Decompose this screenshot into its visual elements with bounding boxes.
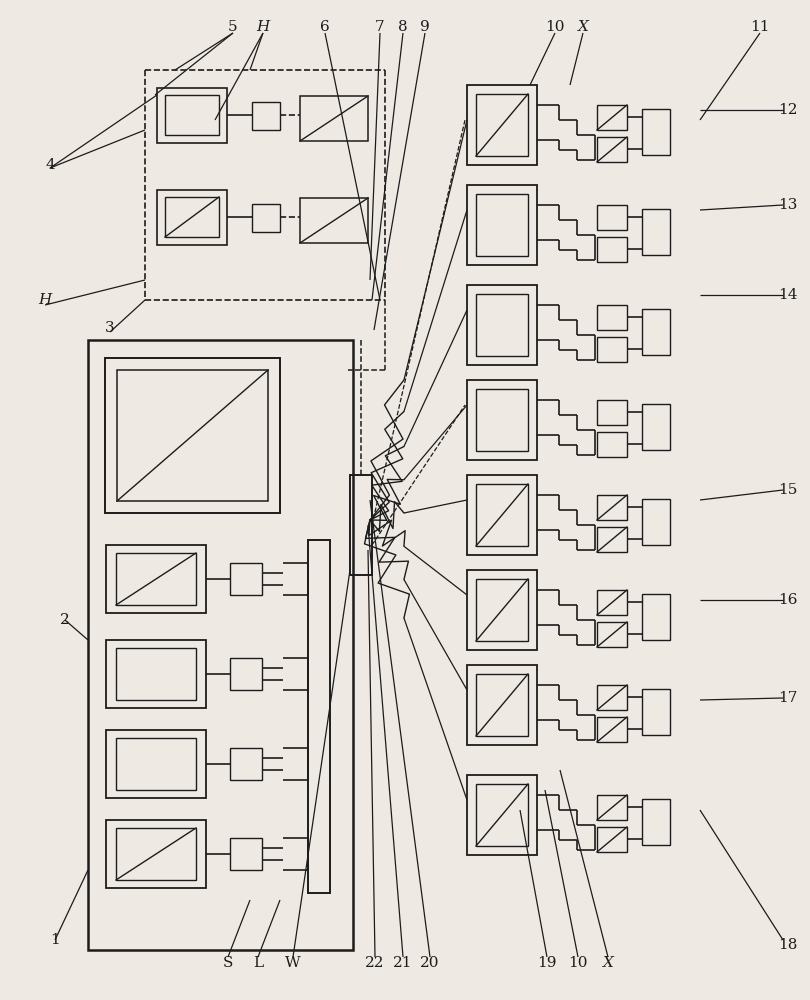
Text: 14: 14 <box>778 288 798 302</box>
Bar <box>476 194 528 256</box>
Bar <box>597 685 627 710</box>
Text: L: L <box>253 956 263 970</box>
Text: S: S <box>223 956 233 970</box>
Bar <box>642 309 670 355</box>
Text: X: X <box>603 956 613 970</box>
Bar <box>597 105 627 130</box>
Bar <box>467 475 537 555</box>
Bar <box>105 358 280 513</box>
Bar <box>597 622 627 647</box>
Bar <box>300 96 368 141</box>
Text: 9: 9 <box>420 20 430 34</box>
Text: H: H <box>257 20 270 34</box>
Text: 3: 3 <box>105 321 115 335</box>
Text: 6: 6 <box>320 20 330 34</box>
Bar <box>116 738 196 790</box>
Text: 10: 10 <box>545 20 565 34</box>
Bar <box>230 658 262 690</box>
Bar <box>642 594 670 640</box>
Text: 18: 18 <box>778 938 798 952</box>
Bar <box>597 717 627 742</box>
Text: 8: 8 <box>399 20 407 34</box>
Bar <box>597 237 627 262</box>
Bar <box>597 432 627 457</box>
Bar <box>467 85 537 165</box>
Text: 21: 21 <box>393 956 413 970</box>
Bar <box>467 570 537 650</box>
Bar <box>106 545 206 613</box>
Text: 17: 17 <box>778 691 798 705</box>
Text: 4: 4 <box>45 158 55 172</box>
Bar <box>88 340 353 950</box>
Bar <box>476 484 528 546</box>
Bar <box>476 579 528 641</box>
Bar <box>106 730 206 798</box>
Text: 11: 11 <box>750 20 770 34</box>
Bar <box>476 784 528 846</box>
Bar <box>300 198 368 243</box>
Text: 7: 7 <box>375 20 385 34</box>
Bar <box>165 197 219 237</box>
Bar <box>106 640 206 708</box>
Bar <box>476 294 528 356</box>
Text: 20: 20 <box>420 956 440 970</box>
Bar <box>117 370 268 501</box>
Bar <box>476 389 528 451</box>
Bar <box>157 88 227 143</box>
Bar <box>597 137 627 162</box>
Bar <box>230 838 262 870</box>
Bar <box>597 590 627 615</box>
Bar <box>467 665 537 745</box>
Text: W: W <box>285 956 301 970</box>
Bar <box>230 563 262 595</box>
Bar <box>116 828 196 880</box>
Bar <box>230 748 262 780</box>
Bar <box>597 337 627 362</box>
Bar <box>597 527 627 552</box>
Bar <box>476 674 528 736</box>
Text: 22: 22 <box>365 956 385 970</box>
Bar <box>467 185 537 265</box>
Text: 5: 5 <box>228 20 238 34</box>
Bar <box>597 795 627 820</box>
Text: H: H <box>38 293 52 307</box>
Bar <box>597 495 627 520</box>
Bar <box>597 205 627 230</box>
Bar <box>642 799 670 845</box>
Bar <box>642 499 670 545</box>
Bar <box>116 553 196 605</box>
Text: 10: 10 <box>569 956 588 970</box>
Text: 2: 2 <box>60 613 70 627</box>
Bar <box>597 305 627 330</box>
Bar <box>350 475 372 575</box>
Bar <box>597 400 627 425</box>
Text: 15: 15 <box>778 483 798 497</box>
Bar <box>467 380 537 460</box>
Bar <box>642 109 670 155</box>
Bar <box>642 404 670 450</box>
Bar <box>642 209 670 255</box>
Bar <box>476 94 528 156</box>
Text: 16: 16 <box>778 593 798 607</box>
Bar <box>642 689 670 735</box>
Text: 12: 12 <box>778 103 798 117</box>
Bar <box>165 95 219 135</box>
Text: X: X <box>578 20 588 34</box>
Text: 13: 13 <box>778 198 798 212</box>
Bar <box>157 190 227 245</box>
Bar <box>467 775 537 855</box>
Bar <box>308 540 330 893</box>
Bar <box>106 820 206 888</box>
Text: 19: 19 <box>537 956 556 970</box>
Bar <box>252 102 280 130</box>
Bar <box>467 285 537 365</box>
Bar <box>252 204 280 232</box>
Bar <box>116 648 196 700</box>
Text: 1: 1 <box>50 933 60 947</box>
Bar <box>597 827 627 852</box>
